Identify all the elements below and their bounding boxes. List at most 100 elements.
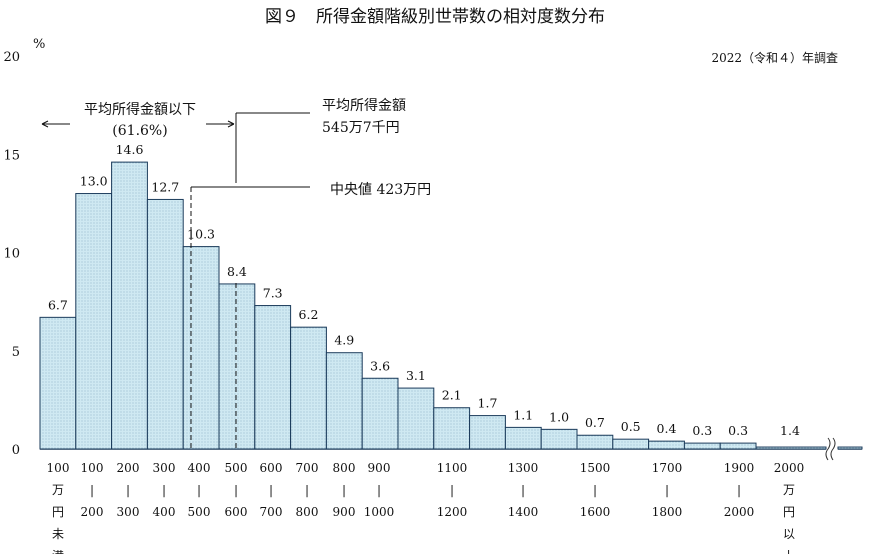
x-tick-label: 800 [296, 505, 319, 519]
x-tick-label: 100 [81, 461, 104, 475]
x-tick-label: | [665, 483, 669, 497]
x-tick-label: 1400 [508, 505, 539, 519]
x-tick-label: | [234, 483, 238, 497]
bar [648, 440, 685, 450]
x-tick-label: | [305, 483, 309, 497]
bar [290, 326, 327, 450]
x-tick-label: 上 [783, 549, 795, 554]
x-tick-label: 2000 [724, 505, 755, 519]
x-tick-label: 500 [225, 461, 248, 475]
bar [325, 352, 363, 450]
x-tick-label: 満 [52, 549, 64, 554]
bar-data-label: 7.3 [263, 286, 283, 301]
x-tick-label: 円 [783, 505, 795, 519]
x-tick-label: 400 [153, 505, 176, 519]
mean-label: 平均所得金額 [322, 97, 406, 114]
bar [146, 198, 184, 450]
x-tick-label: 以 [783, 527, 795, 541]
x-tick-label: 1600 [580, 505, 611, 519]
x-tick-label: 700 [260, 505, 283, 519]
x-tick-label: 1200 [437, 505, 468, 519]
bar-data-label: 0.3 [728, 423, 748, 438]
x-tick-label: 1900 [724, 461, 755, 475]
y-tick-label: 10 [3, 247, 20, 262]
bar-data-label: 14.6 [116, 142, 144, 157]
bar [111, 161, 148, 450]
bar [755, 446, 827, 450]
bar [576, 434, 614, 450]
x-tick-label: 600 [260, 461, 283, 475]
below-mean-arrow-icon [41, 120, 235, 128]
x-tick-label: 2000 [774, 461, 805, 475]
x-tick-label: 300 [153, 461, 176, 475]
x-tick-label: 1500 [580, 461, 611, 475]
x-tick-label: 900 [368, 461, 391, 475]
bar [361, 377, 399, 450]
bar [397, 387, 435, 450]
x-tick-label: | [126, 483, 130, 497]
x-tick-label: | [342, 483, 346, 497]
bar-data-label: 6.2 [299, 307, 319, 322]
x-tick-label: 1100 [437, 461, 468, 475]
x-tick-label: 300 [117, 505, 140, 519]
axis-break-icon [825, 437, 836, 461]
below-mean-pct: (61.6%) [112, 123, 167, 139]
x-tick-label: | [162, 483, 166, 497]
bar-data-label: 0.5 [621, 419, 641, 434]
x-tick-label: | [377, 483, 381, 497]
x-tick-label: 1000 [364, 505, 395, 519]
x-tick-label: | [593, 483, 597, 497]
x-tick-label: | [521, 483, 525, 497]
bar [39, 316, 77, 450]
x-tick-label: 100 [47, 461, 70, 475]
bar [540, 428, 578, 450]
bar-data-label: 0.4 [657, 421, 677, 436]
x-tick-label: 700 [296, 461, 319, 475]
x-tick-label: 200 [81, 505, 104, 519]
bar-data-label: 1.0 [549, 409, 569, 424]
median-label: 中央値 423万円 [330, 182, 431, 198]
bar-data-label: 6.7 [48, 297, 68, 312]
x-tick-label: 500 [188, 505, 211, 519]
bar [182, 246, 220, 450]
x-tick-label: 200 [117, 461, 140, 475]
y-tick-label: 15 [3, 148, 20, 163]
x-tick-label: 1300 [508, 461, 539, 475]
x-tick-label: | [737, 483, 741, 497]
below-mean-label: 平均所得金額以下 [84, 101, 196, 118]
x-tick-label: | [269, 483, 273, 497]
x-tick-label: 1700 [652, 461, 683, 475]
x-tick-label: 万 [52, 483, 64, 497]
bar-data-label: 2.1 [442, 388, 462, 403]
bar-data-label: 4.9 [334, 333, 354, 348]
bar-data-label: 10.3 [187, 227, 215, 242]
bar-data-label: 1.4 [780, 423, 800, 438]
bar [683, 442, 721, 450]
y-tick-label: 5 [12, 345, 20, 360]
bar-data-label: 12.7 [151, 179, 179, 194]
mean-value: 545万7千円 [322, 120, 400, 136]
bar [504, 426, 542, 450]
y-tick-label: 20 [3, 50, 20, 65]
bar-data-label: 8.4 [227, 264, 247, 279]
bar [433, 407, 471, 450]
bar-data-label: 1.1 [513, 407, 533, 422]
bar-data-label: 0.7 [585, 415, 605, 430]
bar [719, 442, 757, 450]
x-tick-label: | [450, 483, 454, 497]
bar [612, 438, 650, 450]
bar [218, 283, 256, 450]
bar-data-label: 3.1 [406, 368, 426, 383]
chart-subtitle: 2022（令和４）年調査 [711, 50, 838, 65]
bar-data-label: 13.0 [80, 174, 108, 189]
bar-data-label: 1.7 [478, 396, 498, 411]
x-tick-label: 万 [783, 483, 795, 497]
y-tick-label: 0 [12, 443, 20, 458]
x-tick-label: 1800 [652, 505, 683, 519]
bar-data-label: 0.3 [692, 423, 712, 438]
bar [75, 193, 113, 450]
x-tick-label: 800 [333, 461, 356, 475]
x-tick-label: 900 [333, 505, 356, 519]
